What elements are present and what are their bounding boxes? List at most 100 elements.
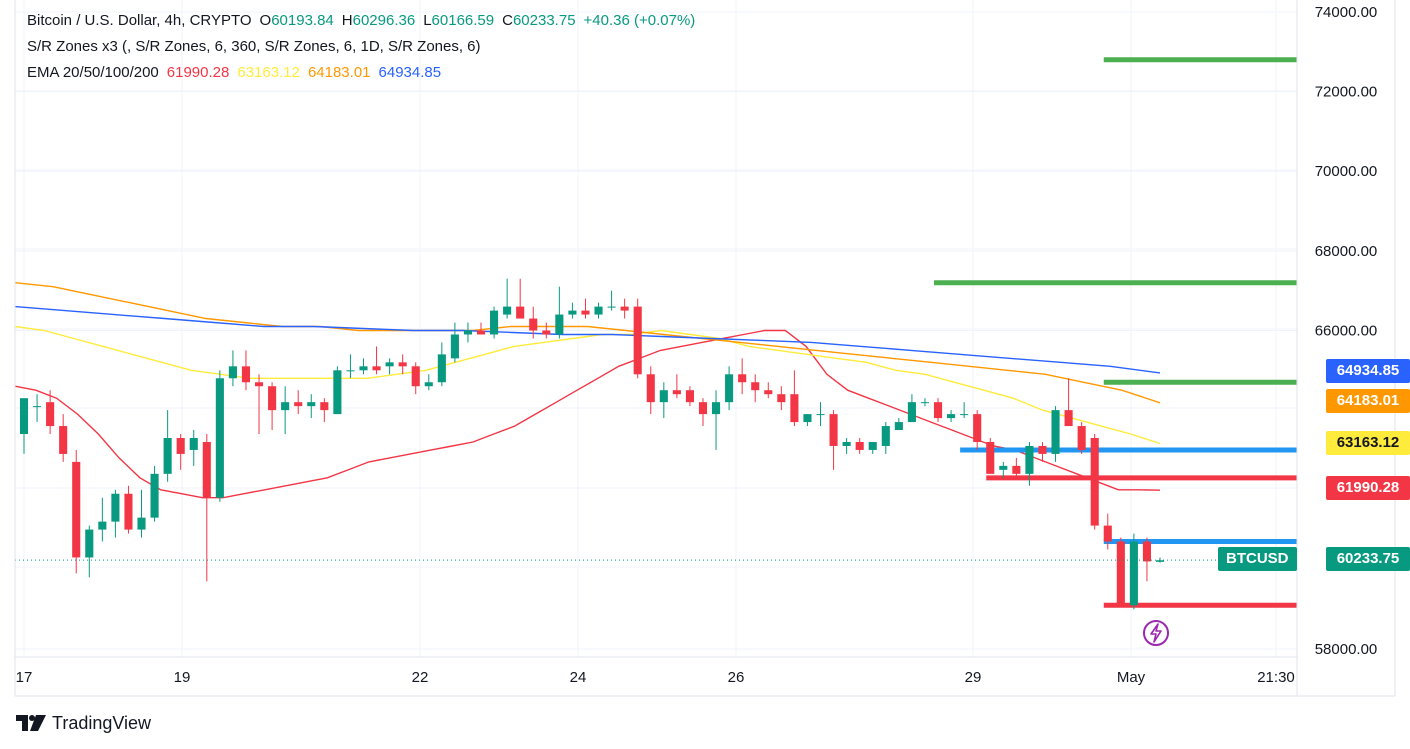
time-tick-label: 29: [965, 669, 982, 686]
candle-body: [594, 306, 603, 315]
candle-body: [633, 306, 642, 375]
candle-body: [124, 493, 133, 530]
sr-zones: [934, 57, 1297, 608]
candle-86: [1142, 537, 1151, 582]
candle-body: [960, 414, 969, 416]
candle-61: [816, 402, 825, 427]
candle-66: [881, 422, 890, 454]
candle-82: [1090, 434, 1099, 530]
candle-body: [973, 414, 982, 442]
candle-84: [1116, 537, 1125, 606]
candle-31: [424, 374, 433, 391]
candle-37: [503, 278, 512, 319]
price-tick-label: 58000.00: [1315, 641, 1378, 658]
candle-85: [1129, 533, 1138, 610]
candle-body: [790, 394, 799, 423]
sr-zones-label[interactable]: S/R Zones x3 (, S/R Zones, 6, 360, S/R Z…: [27, 38, 481, 55]
chart-legend: Bitcoin / U.S. Dollar, 4h, CRYPTO O60193.…: [27, 8, 695, 86]
tradingview-logo[interactable]: TradingView: [16, 711, 151, 735]
candle-73: [973, 410, 982, 450]
candle-body: [320, 402, 329, 411]
lightning-icon[interactable]: [1142, 619, 1170, 647]
candle-80: [1064, 378, 1073, 427]
candle-body: [411, 366, 420, 387]
candle-body: [1116, 541, 1125, 606]
time-tick-label: 19: [174, 669, 191, 686]
candle-65: [868, 441, 877, 454]
candle-body: [855, 441, 864, 450]
legend-sr-row[interactable]: S/R Zones x3 (, S/R Zones, 6, 360, S/R Z…: [27, 34, 695, 60]
candle-body: [202, 441, 211, 498]
candle-75: [999, 461, 1008, 478]
time-tick-label: 22: [412, 669, 429, 686]
candle-body: [137, 517, 146, 530]
ema100-value: 64183.01: [307, 64, 371, 81]
ema200-line: [14, 305, 1161, 374]
candle-42: [568, 302, 577, 319]
candle-8: [124, 485, 133, 534]
candle-body: [254, 382, 264, 387]
candle-77: [1025, 441, 1034, 486]
candle-body: [1064, 410, 1073, 427]
candle-3: [59, 414, 68, 462]
candle-body: [241, 366, 251, 383]
candle-body: [1142, 541, 1151, 562]
candle-body: [476, 330, 486, 335]
candle-body: [764, 390, 773, 395]
candle-20: [281, 386, 290, 435]
candle-body: [19, 398, 29, 435]
candle-54: [725, 366, 734, 411]
candle-body: [437, 354, 446, 383]
candle-body: [659, 390, 668, 403]
candle-body: [685, 390, 694, 403]
candle-53: [711, 390, 721, 450]
candle-59: [790, 370, 799, 427]
ema20-value: 61990.28: [166, 64, 230, 81]
candle-body: [672, 390, 681, 395]
candle-body: [568, 310, 577, 315]
candle-body: [816, 414, 825, 416]
candle-45: [607, 290, 616, 311]
candle-76: [1012, 457, 1021, 478]
candle-body: [450, 334, 459, 359]
candle-body: [163, 438, 172, 474]
candle-15: [215, 370, 224, 502]
candle-32: [437, 342, 446, 387]
candle-72: [960, 402, 969, 419]
candle-0: [19, 398, 29, 454]
ema-label[interactable]: EMA 20/50/100/200: [27, 64, 159, 81]
candle-body: [1012, 465, 1021, 474]
tradingview-logo-text: TradingView: [52, 712, 152, 733]
candle-body: [346, 370, 355, 372]
candle-body: [999, 465, 1008, 470]
candle-70: [933, 398, 943, 423]
candle-body: [1025, 445, 1034, 474]
candle-68: [907, 394, 916, 423]
candle-body: [1103, 525, 1112, 542]
candle-47: [633, 298, 642, 379]
candle-43: [581, 298, 590, 319]
candle-body: [176, 438, 185, 454]
candle-4: [72, 449, 81, 574]
candle-25: [346, 354, 355, 379]
candle-body: [111, 493, 120, 522]
change-value: +40.36 (+0.07%): [583, 12, 696, 29]
candle-10: [150, 465, 159, 522]
time-tick-label: 24: [570, 669, 587, 686]
candle-body: [894, 422, 903, 431]
candle-27: [372, 346, 381, 375]
candle-56: [751, 374, 760, 403]
legend-ema-row[interactable]: EMA 20/50/100/200 61990.28 63163.12 64183.0…: [27, 60, 695, 86]
price-tick-label: 70000.00: [1315, 163, 1378, 180]
candle-9: [137, 489, 146, 538]
candle-7: [111, 489, 120, 538]
candle-60: [803, 414, 812, 427]
candle-body: [72, 461, 81, 558]
open-key: O: [259, 12, 272, 29]
low-value: 60166.59: [431, 12, 495, 29]
candle-body: [294, 402, 303, 407]
time-tick-label: 17: [16, 669, 33, 686]
legend-title[interactable]: Bitcoin / U.S. Dollar, 4h, CRYPTO: [27, 12, 252, 29]
candle-body: [1090, 438, 1099, 526]
